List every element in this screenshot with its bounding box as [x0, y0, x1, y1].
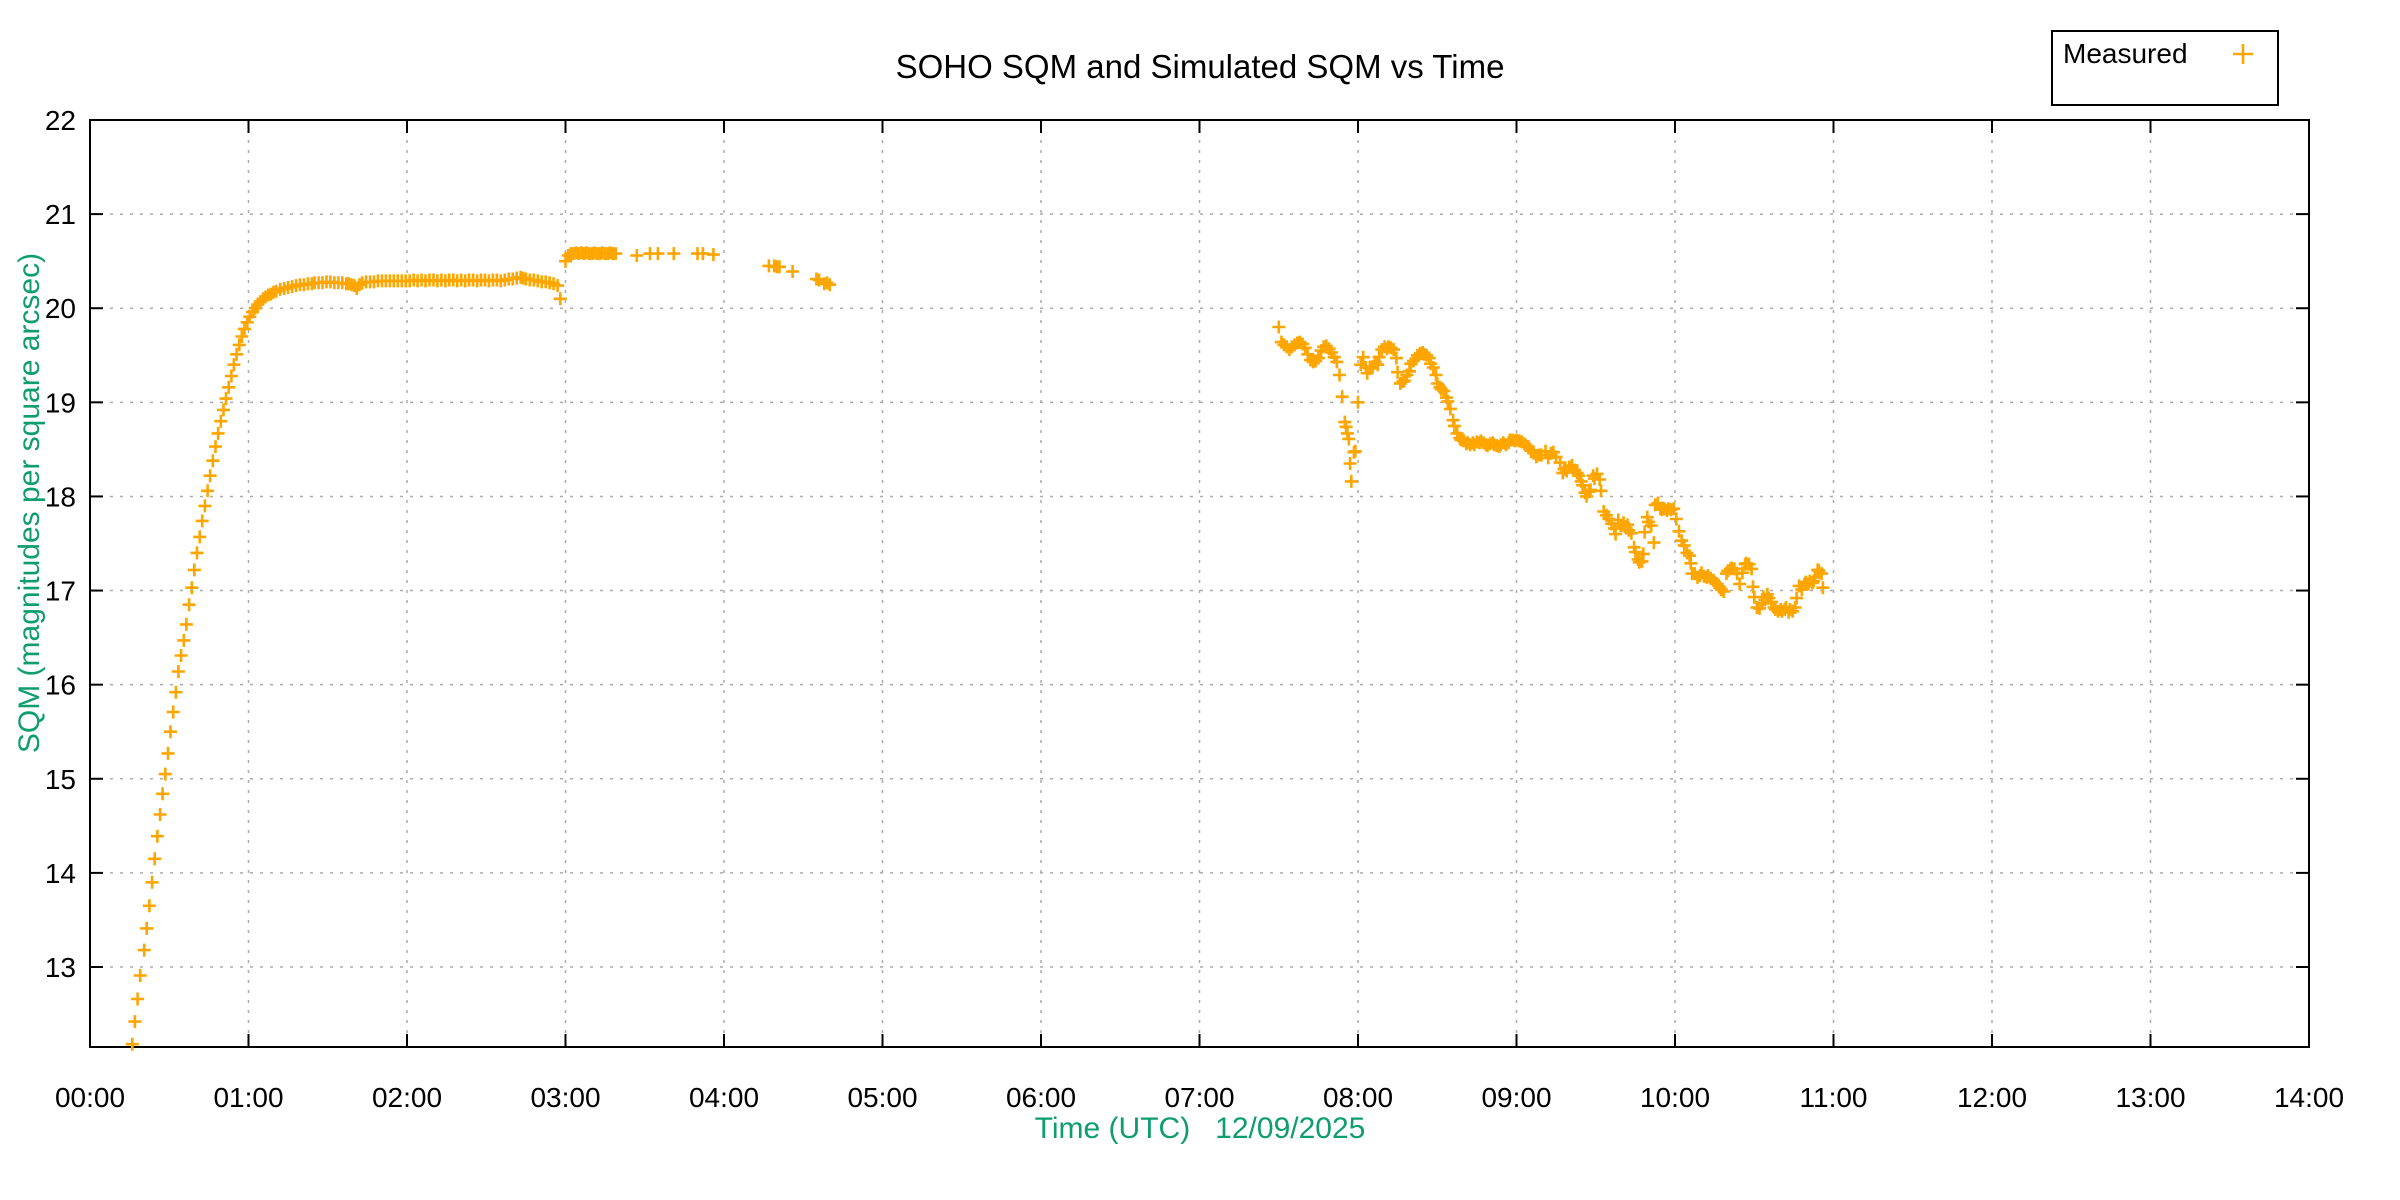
y-tick-label: 20	[45, 293, 76, 324]
x-tick-label: 08:00	[1323, 1082, 1393, 1113]
legend-measured-label: Measured	[2063, 38, 2188, 69]
x-tick-label: 09:00	[1481, 1082, 1551, 1113]
y-tick-label: 14	[45, 858, 76, 889]
x-tick-label: 14:00	[2274, 1082, 2344, 1113]
x-tick-label: 10:00	[1640, 1082, 1710, 1113]
x-tick-label: 02:00	[372, 1082, 442, 1113]
y-axis-label: SQM (magnitudes per square arcsec)	[13, 252, 46, 754]
y-tick-label: 19	[45, 387, 76, 418]
x-tick-label: 13:00	[2115, 1082, 2185, 1113]
chart-title: SOHO SQM and Simulated SQM vs Time	[895, 48, 1505, 85]
x-tick-label: 05:00	[847, 1082, 917, 1113]
x-tick-label: 11:00	[1800, 1082, 1868, 1113]
series-measured-points	[125, 246, 1830, 1051]
x-tick-label: 06:00	[1006, 1082, 1076, 1113]
x-tick-label: 07:00	[1164, 1082, 1234, 1113]
y-tick-label: 17	[45, 576, 76, 607]
legend: Measured	[2051, 30, 2279, 106]
x-tick-label: 12:00	[1957, 1082, 2027, 1113]
y-tick-label: 18	[45, 481, 76, 512]
plus-marker-icon	[2230, 41, 2256, 72]
legend-entry-measured: Measured	[2063, 38, 2271, 72]
plot-border	[89, 119, 2310, 1048]
x-axis-label: Time (UTC) 12/09/2025	[1034, 1112, 1366, 1145]
y-tick-label: 13	[45, 952, 76, 983]
x-tick-label: 01:00	[213, 1082, 283, 1113]
y-tick-label: 22	[45, 105, 76, 136]
y-tick-label: 21	[45, 199, 76, 230]
y-tick-label: 15	[45, 764, 76, 795]
y-tick-label: 16	[45, 670, 76, 701]
x-tick-label: 03:00	[530, 1082, 600, 1113]
x-tick-label: 00:00	[55, 1082, 125, 1113]
x-tick-label: 04:00	[689, 1082, 759, 1113]
